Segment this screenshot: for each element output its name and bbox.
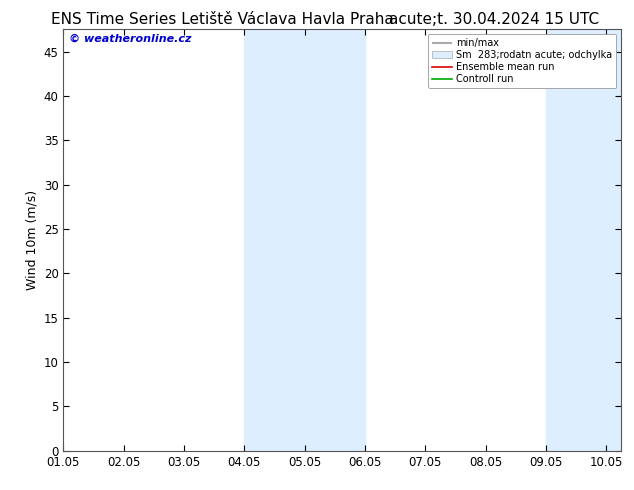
Y-axis label: Wind 10m (m/s): Wind 10m (m/s) <box>25 190 38 290</box>
Bar <box>305 29 365 451</box>
Bar <box>244 29 305 451</box>
Legend: min/max, Sm  283;rodatn acute; odchylka, Ensemble mean run, Controll run: min/max, Sm 283;rodatn acute; odchylka, … <box>428 34 616 88</box>
Text: acute;t. 30.04.2024 15 UTC: acute;t. 30.04.2024 15 UTC <box>389 12 600 27</box>
Bar <box>576 29 621 451</box>
Text: ENS Time Series Letiště Václava Havla Praha: ENS Time Series Letiště Václava Havla Pr… <box>51 12 393 27</box>
Bar <box>546 29 576 451</box>
Text: © weatheronline.cz: © weatheronline.cz <box>69 34 191 44</box>
